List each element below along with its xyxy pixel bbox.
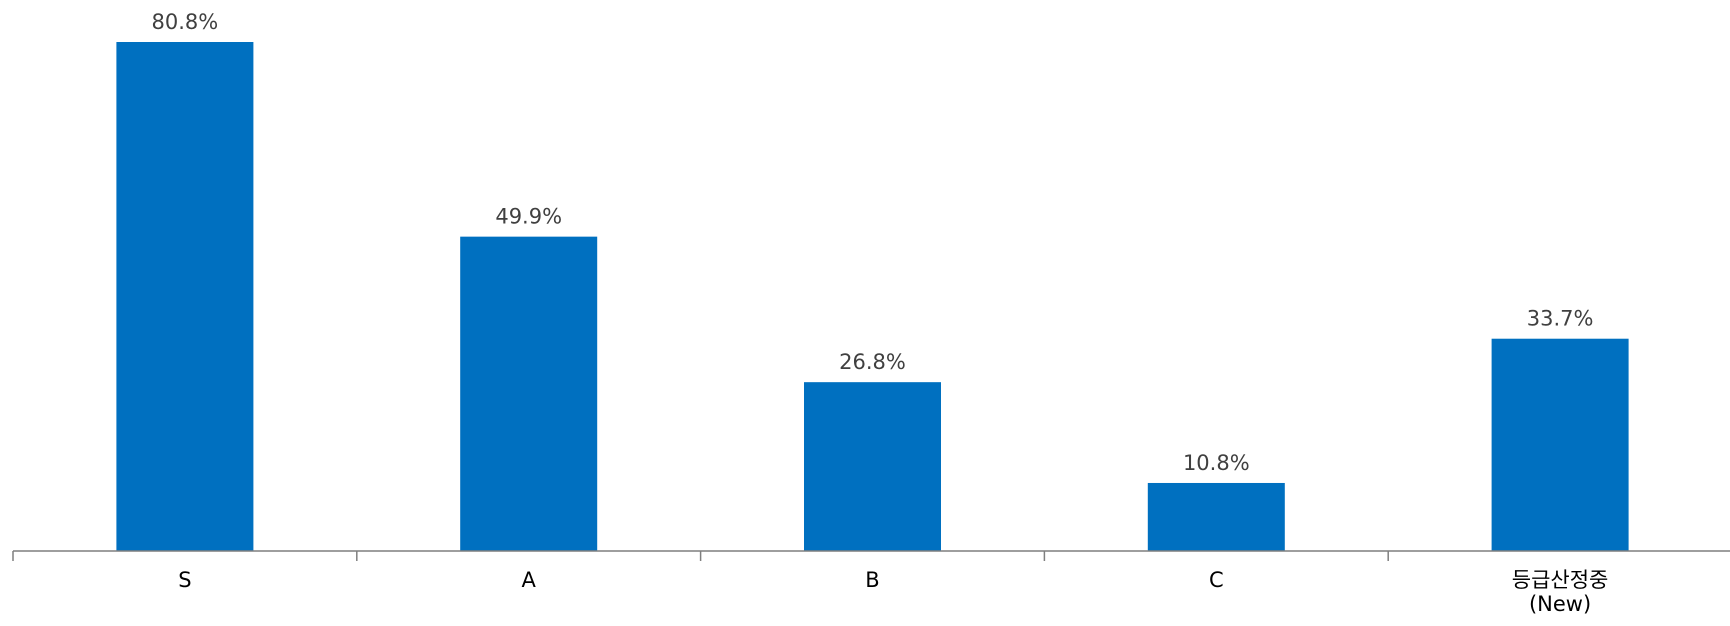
data-label: 33.7%	[1527, 307, 1594, 331]
x-tick-label: A	[522, 568, 537, 592]
data-label: 80.8%	[152, 10, 219, 34]
bar	[116, 42, 254, 551]
bars-group	[116, 42, 1629, 551]
x-tick-label: B	[865, 568, 879, 592]
data-label: 49.9%	[495, 205, 562, 229]
bar	[804, 382, 941, 551]
x-tick-label: C	[1209, 568, 1224, 592]
bar	[1491, 338, 1629, 551]
x-axis	[12, 550, 1730, 561]
bar	[460, 236, 598, 551]
x-tick-labels-group: S A B C 등급산정중 (New)	[178, 568, 1608, 616]
data-label: 26.8%	[839, 350, 906, 374]
x-tick-label: 등급산정중 (New)	[1512, 568, 1609, 616]
data-label: 10.8%	[1183, 451, 1250, 475]
data-labels-group: 80.8% 49.9% 26.8% 10.8% 33.7%	[152, 10, 1594, 475]
x-tick-label: S	[178, 568, 191, 592]
bar	[1147, 482, 1285, 551]
